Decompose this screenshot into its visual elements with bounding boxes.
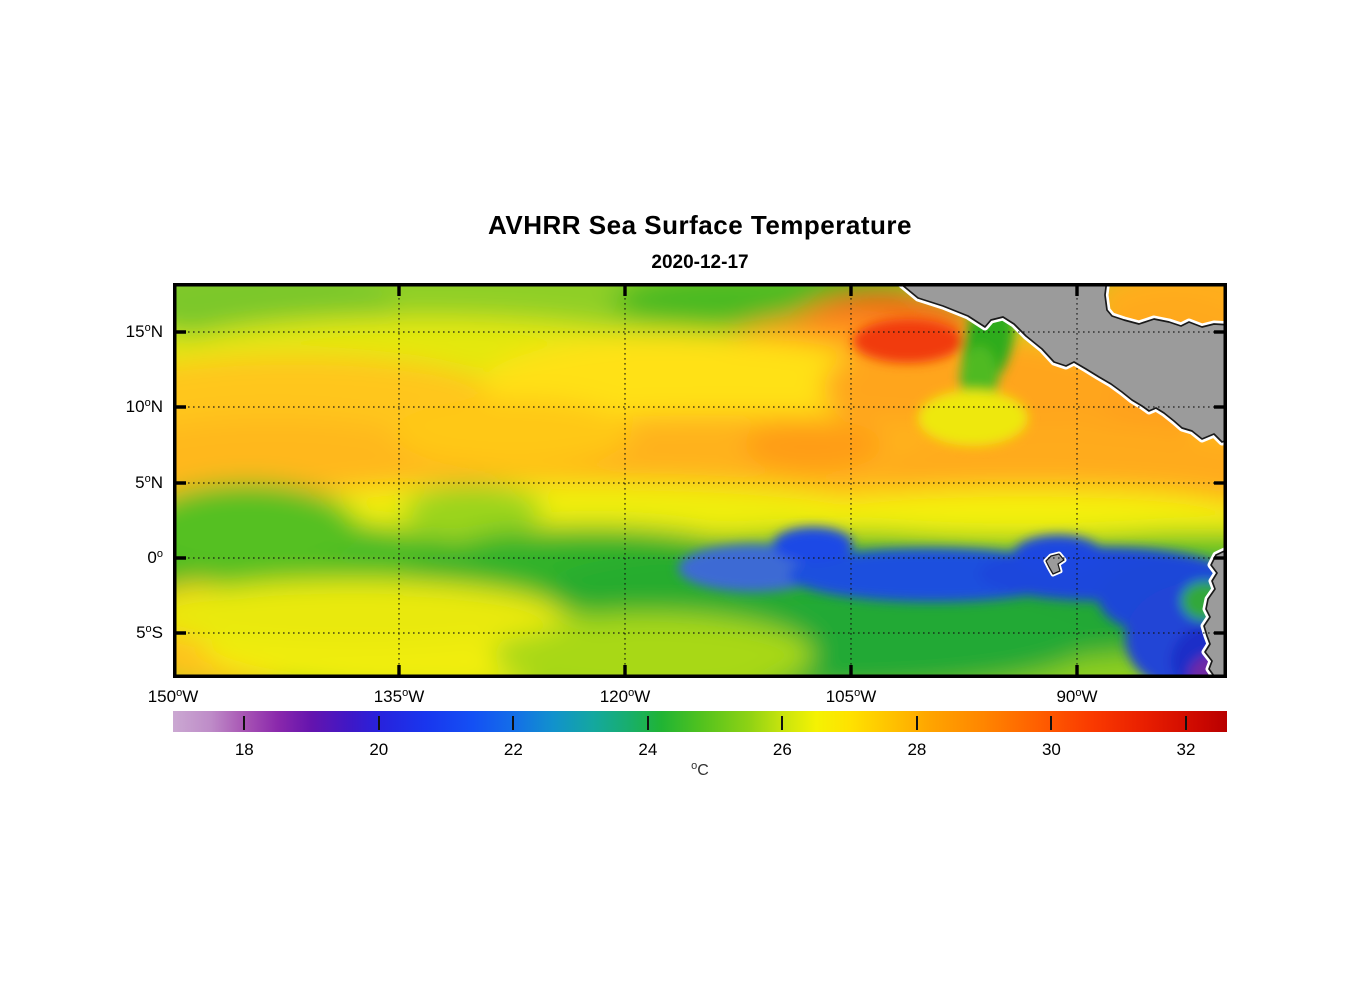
colorbar-tick-label: 26 bbox=[772, 740, 792, 759]
central-america-landmass bbox=[894, 283, 1227, 446]
colorbar-tick-label: 20 bbox=[369, 740, 389, 759]
cold-tongue bbox=[773, 527, 853, 563]
map-border bbox=[173, 283, 1227, 678]
figure-date-subtitle: 2020-12-17 bbox=[651, 252, 749, 273]
sst-warm-core bbox=[853, 319, 963, 363]
colorbar-tick-label: 30 bbox=[1041, 740, 1061, 759]
y-tick-label-5s: 5oS bbox=[136, 623, 163, 642]
colorbar-tick-label: 18 bbox=[234, 740, 254, 759]
y-tick-label-15n: 15oN bbox=[125, 322, 163, 341]
graticule-grid bbox=[173, 283, 1227, 678]
sst-map-plot bbox=[173, 283, 1227, 678]
axis-tickmarks bbox=[173, 285, 1225, 676]
colorbar-tick-label: 28 bbox=[907, 740, 927, 759]
sst-blob bbox=[793, 488, 1227, 538]
x-tick-label-135w: 135oW bbox=[373, 687, 425, 706]
sst-blob bbox=[173, 579, 563, 651]
sst-blob bbox=[393, 398, 633, 468]
sst-blob bbox=[173, 483, 358, 573]
colorbar-unit-label: oC bbox=[691, 760, 709, 780]
y-tick-label-10n: 10oN bbox=[125, 397, 163, 416]
y-tick-label-5n: 5oN bbox=[135, 473, 163, 492]
page-title: AVHRR Sea Surface Temperature bbox=[488, 210, 912, 240]
colorbar-tick-label: 24 bbox=[638, 740, 658, 759]
x-tick-label-90w: 90oW bbox=[1056, 687, 1098, 706]
colorbar-tick-label: 32 bbox=[1176, 740, 1196, 759]
colorbar-tick-label: 22 bbox=[503, 740, 523, 759]
sst-blob bbox=[493, 613, 813, 678]
sst-blob bbox=[403, 485, 543, 537]
y-tick-label-0: 0o bbox=[147, 548, 163, 567]
sst-map-svg bbox=[173, 283, 1227, 678]
sst-blob bbox=[743, 419, 883, 471]
galapagos-islet bbox=[1043, 551, 1067, 577]
x-tick-label-120w: 120oW bbox=[599, 687, 651, 706]
sst-blob bbox=[918, 390, 1028, 446]
x-tick-label-150w: 150oW bbox=[147, 687, 199, 706]
colorbar-gradient bbox=[173, 711, 1227, 732]
x-tick-label-105w: 105oW bbox=[825, 687, 877, 706]
